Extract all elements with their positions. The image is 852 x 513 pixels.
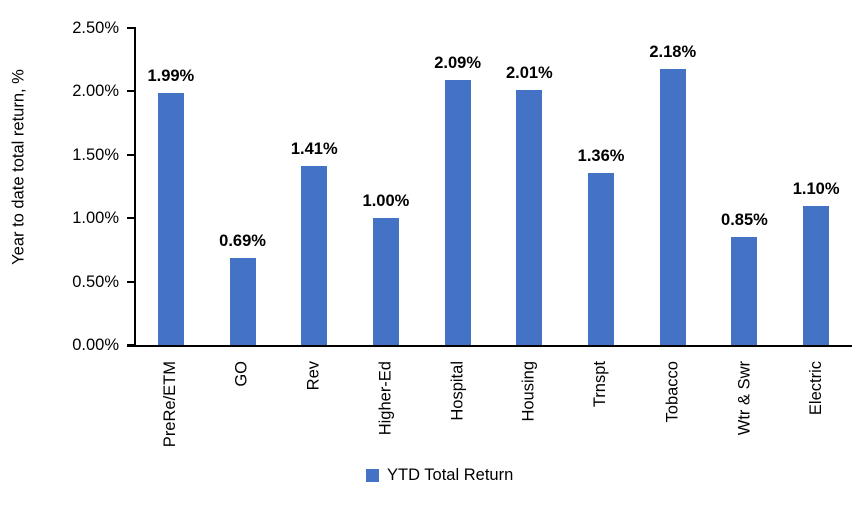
y-axis-tick-mark — [127, 27, 135, 29]
y-axis-tick-mark — [127, 217, 135, 220]
y-axis-tick-mark — [127, 153, 135, 156]
bar-value-label: 1.99% — [147, 66, 195, 85]
bar-Rev — [301, 166, 328, 345]
bar-value-label: 2.09% — [434, 53, 482, 72]
bar-value-label: 1.36% — [577, 146, 625, 165]
y-axis-tick-label: 0.00% — [72, 336, 119, 354]
bar-value-label: 1.00% — [362, 192, 410, 211]
bar-value-label: 0.69% — [219, 231, 266, 250]
bar-value-label: 1.41% — [290, 140, 338, 159]
y-axis-tick-label: 1.50% — [72, 145, 119, 164]
bar-GO — [229, 257, 256, 345]
y-axis-tick-label: 0.50% — [72, 272, 119, 291]
bar-Electric — [803, 205, 830, 345]
x-axis-category-label: PreRe/ETM — [161, 361, 180, 448]
bar-Trnspt — [588, 172, 615, 345]
bar-Higher-Ed — [372, 218, 399, 345]
x-axis-category-label: GO — [233, 361, 252, 387]
x-axis-category-label: Trnspt — [591, 361, 610, 408]
x-axis-category-label: Hospital — [448, 361, 467, 421]
bar-PreRe/ETM — [157, 92, 184, 345]
bar-value-label: 2.18% — [649, 42, 697, 61]
x-axis-category-label: Wtr & Swr — [734, 361, 753, 436]
x-axis-category-label: Housing — [519, 361, 538, 422]
legend-label: YTD Total Return — [387, 466, 514, 484]
bar-Housing — [516, 90, 543, 345]
y-axis-tick-label: 1.00% — [72, 209, 119, 228]
x-axis-line — [127, 345, 852, 347]
y-axis-tick-label: 2.00% — [72, 82, 119, 101]
bar-Tobacco — [659, 68, 686, 345]
y-axis-line — [134, 27, 136, 347]
legend: YTD Total Return — [366, 465, 513, 485]
x-axis-category-label: Tobacco — [663, 361, 682, 423]
bar-value-label: 2.01% — [505, 64, 553, 83]
legend-swatch-icon — [366, 468, 379, 482]
x-axis-category-label: Rev — [304, 361, 323, 391]
y-axis-tick-label: 2.50% — [72, 19, 119, 37]
bar-Hospital — [444, 79, 471, 345]
x-axis-category-label: Higher-Ed — [376, 361, 395, 436]
y-axis-tick-mark — [127, 90, 135, 93]
bar-Wtr & Swr — [731, 237, 758, 345]
y-axis-tick-mark — [127, 280, 135, 283]
bar-value-label: 0.85% — [721, 211, 768, 230]
bar-value-label: 1.10% — [792, 179, 840, 198]
x-axis-category-label: Electric — [806, 361, 825, 416]
